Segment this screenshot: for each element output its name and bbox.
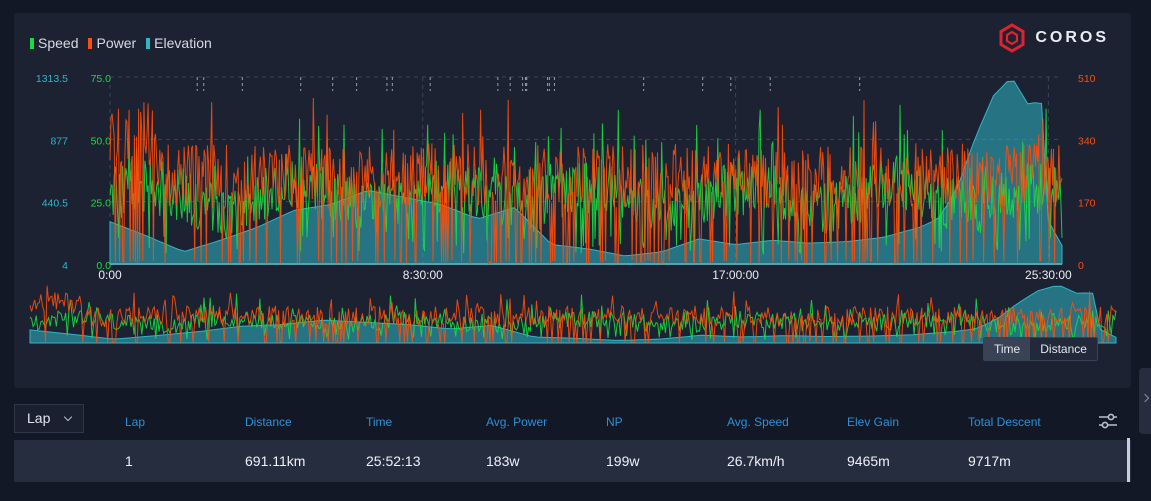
col-header-lap[interactable]: Lap	[125, 415, 146, 429]
cell-time: 25:52:13	[366, 453, 421, 469]
col-header-distance[interactable]: Distance	[245, 415, 292, 429]
legend-speed-swatch	[30, 37, 34, 49]
axis-toggle: Time Distance	[983, 337, 1098, 361]
speed-series-line-overview	[29, 293, 1117, 341]
cell-elev-gain: 9465m	[847, 453, 890, 469]
activity-chart[interactable]: 1313.5 877 440.5 4 75.0 50.0 25.0 0.0 510 340 170 0…	[0, 0, 1151, 390]
col-header-time[interactable]: Time	[366, 415, 393, 429]
toggle-time-button[interactable]: Time	[984, 338, 1031, 360]
time-tick-label: 0:00	[98, 268, 122, 282]
elevation-tick-label: 440.5	[42, 198, 68, 210]
toggle-distance-button[interactable]: Distance	[1030, 338, 1097, 360]
col-header-elev-gain[interactable]: Elev Gain	[847, 415, 900, 429]
time-tick-label: 8:30:00	[403, 268, 443, 282]
table-row[interactable]: 1 691.11km 25:52:13 183w 199w 26.7km/h 9…	[14, 440, 1131, 482]
speed-tick-label: 0.0	[96, 260, 111, 272]
lap-header-row: Lap Lap Distance Time Avg. Power NP Avg.…	[14, 404, 1131, 434]
time-tick-label: 25:30:00	[1025, 268, 1072, 282]
elevation-tick-label: 1313.5	[36, 73, 68, 85]
speed-tick-label: 50.0	[91, 135, 112, 147]
power-tick-label: 170	[1078, 198, 1096, 210]
col-header-avg-power[interactable]: Avg. Power	[486, 415, 548, 429]
chevron-right-icon	[1140, 393, 1150, 403]
col-header-avg-speed[interactable]: Avg. Speed	[727, 415, 789, 429]
time-tick-label: 17:00:00	[712, 268, 759, 282]
column-settings-icon[interactable]	[1098, 413, 1118, 429]
power-tick-label: 340	[1078, 135, 1096, 147]
legend-power-swatch	[88, 37, 93, 49]
col-header-np[interactable]: NP	[606, 415, 623, 429]
chart-legend: Speed Power Elevation	[30, 35, 212, 51]
logo-wordmark: COROS	[1035, 29, 1109, 46]
coros-logo: COROS	[997, 23, 1109, 53]
lap-select[interactable]: Lap	[14, 404, 84, 433]
chevron-down-icon	[63, 412, 73, 422]
speed-tick-label: 75.0	[91, 73, 112, 85]
elevation-tick-label: 4	[62, 260, 68, 272]
table-scrollbar[interactable]	[1127, 438, 1130, 482]
lap-select-value: Lap	[27, 410, 51, 426]
legend-power-label: Power	[96, 35, 137, 51]
power-series-line	[109, 97, 1063, 266]
legend-elevation[interactable]: Elevation	[146, 35, 212, 51]
legend-elevation-label: Elevation	[154, 35, 212, 51]
cell-distance: 691.11km	[245, 453, 306, 469]
power-tick-label: 0	[1078, 260, 1084, 272]
cell-avg-speed: 26.7km/h	[727, 453, 785, 469]
legend-power[interactable]: Power	[88, 35, 136, 51]
coros-hexagon-logo-icon	[999, 23, 1025, 53]
cell-lap: 1	[125, 453, 133, 469]
cell-avg-power: 183w	[486, 453, 520, 469]
power-series-line-overview	[29, 285, 1117, 344]
cell-total-descent: 9717m	[968, 453, 1011, 469]
cell-np: 199w	[606, 453, 640, 469]
legend-speed-label: Speed	[38, 35, 79, 51]
col-header-total-descent[interactable]: Total Descent	[968, 415, 1041, 429]
legend-elevation-swatch	[146, 37, 151, 49]
power-tick-label: 510	[1078, 73, 1096, 85]
speed-tick-label: 25.0	[91, 198, 112, 210]
legend-speed[interactable]: Speed	[30, 35, 78, 51]
side-panel-toggle[interactable]	[1139, 368, 1151, 434]
elevation-tick-label: 877	[50, 135, 68, 147]
